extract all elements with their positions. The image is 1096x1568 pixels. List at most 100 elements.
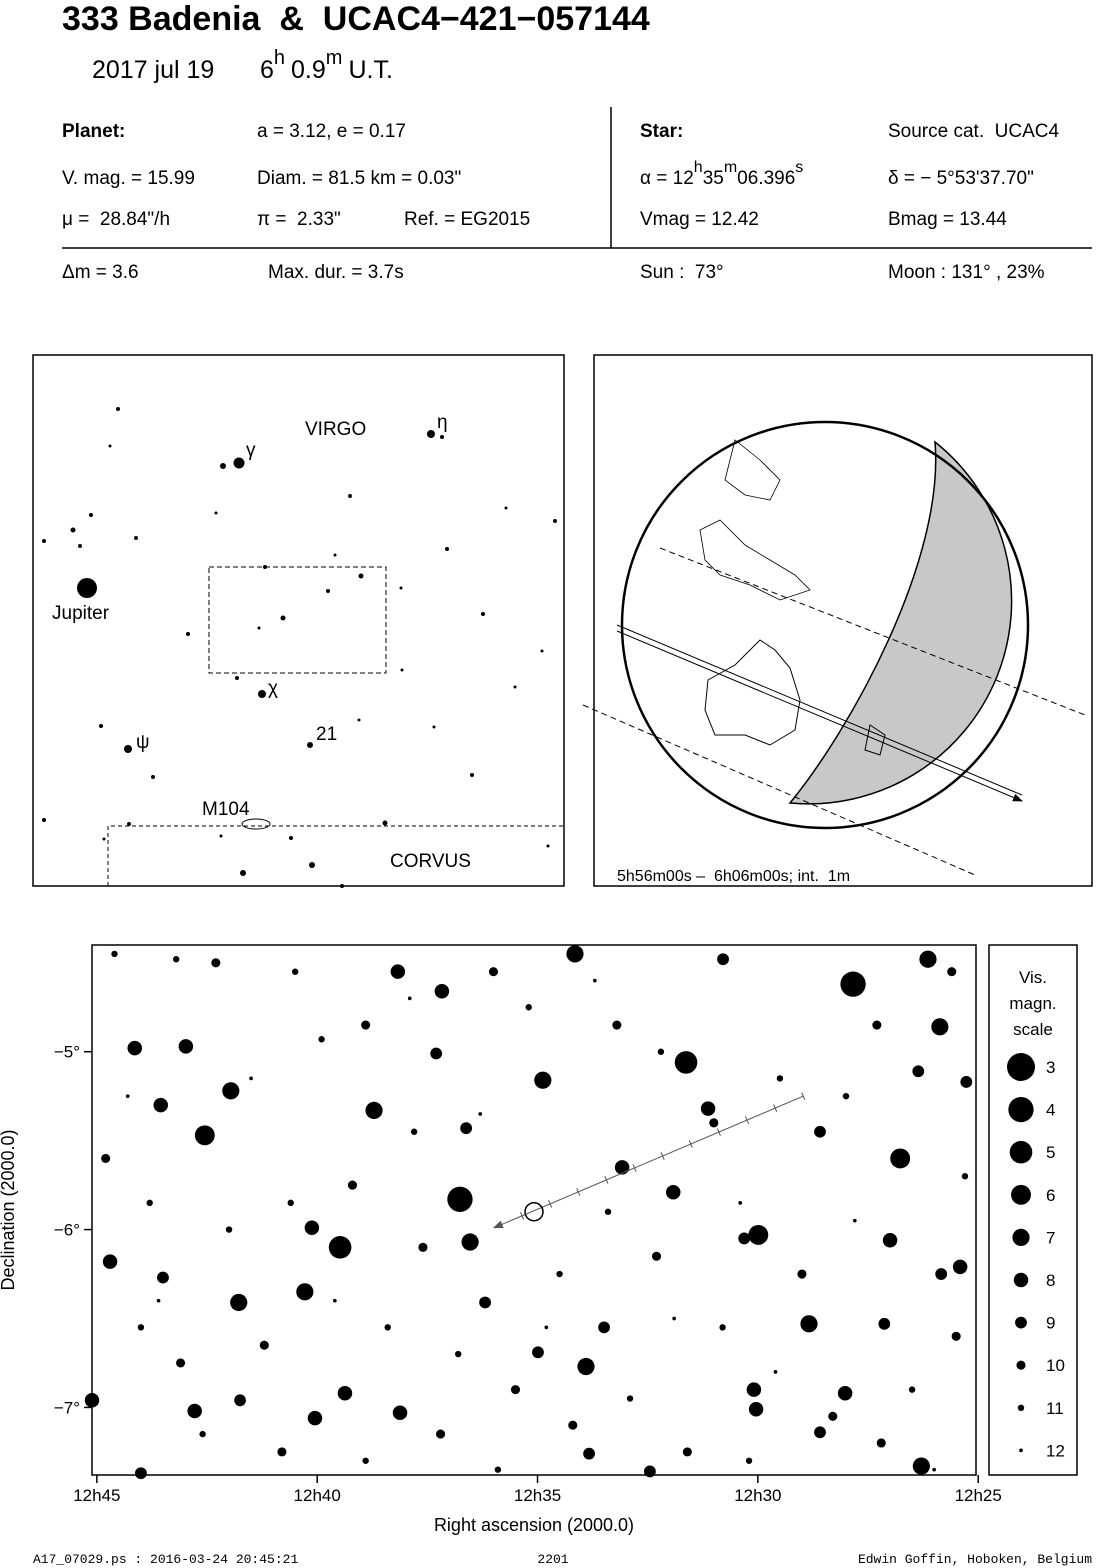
star [392, 1405, 408, 1421]
star [127, 1040, 142, 1056]
legend-label: 5 [1046, 1143, 1055, 1162]
title: 333 Badenia & UCAC4−421−057144 [62, 0, 650, 38]
source: Source cat. UCAC4 [888, 121, 1059, 142]
star [461, 1233, 479, 1251]
orbit: a = 3.12, e = 0.17 [257, 121, 406, 142]
finder-star [307, 742, 313, 748]
star [347, 1180, 357, 1190]
star [156, 1298, 161, 1303]
finder-label: η [437, 412, 448, 433]
star [111, 950, 118, 958]
globe-frame [593, 354, 1093, 887]
star [842, 1092, 850, 1100]
star [882, 1232, 898, 1248]
finder-label: Jupiter [52, 603, 110, 624]
star [719, 1324, 726, 1331]
finder-star [151, 775, 155, 779]
track-tick [716, 1128, 721, 1136]
star [199, 1430, 206, 1438]
finder-star [108, 444, 112, 448]
hours: 6 [260, 56, 274, 84]
field-box [208, 566, 387, 674]
chart-frame [91, 944, 977, 1476]
finder-star [333, 553, 337, 557]
star [211, 958, 221, 968]
finder-star [546, 844, 550, 848]
australia [704, 639, 801, 746]
alpha-m: 35 [703, 168, 724, 189]
star [384, 1324, 391, 1331]
alpha-h: α = 12 [640, 168, 694, 189]
legend-dot [1007, 1053, 1035, 1081]
date: 2017 jul 19 [92, 56, 214, 84]
finder-star [116, 407, 120, 411]
star [102, 1254, 118, 1269]
finder-star [445, 547, 449, 551]
night-side [788, 440, 1013, 805]
sun: Sun : 73° [640, 262, 724, 283]
star [410, 1128, 418, 1135]
legend-dot [1017, 1404, 1025, 1412]
star [84, 1393, 100, 1408]
finder-star [70, 527, 76, 533]
finder-stars [42, 407, 557, 888]
star [146, 1199, 153, 1207]
maxdur: Max. dur. = 3.7s [268, 262, 404, 283]
finder-star [326, 589, 330, 593]
star [544, 1325, 549, 1330]
legend-dot [1012, 1228, 1030, 1246]
star [455, 1350, 462, 1358]
central-line [616, 624, 1023, 796]
star [568, 1420, 578, 1430]
finder-star [553, 519, 557, 523]
finder-star [257, 626, 261, 630]
star [434, 983, 450, 999]
star [746, 1382, 762, 1397]
finder-star [470, 773, 474, 777]
star [960, 1076, 973, 1088]
finder-frame [32, 354, 565, 887]
star [478, 1112, 483, 1116]
x-tick-label: 12h40 [294, 1486, 341, 1505]
star [961, 1173, 969, 1180]
alpha: α = 12h35m06.396s [640, 159, 803, 189]
star [277, 1447, 287, 1457]
star [259, 1340, 269, 1350]
finder-star [504, 506, 508, 510]
star [931, 1018, 949, 1036]
finder-star [42, 818, 46, 822]
unit: s [795, 159, 803, 176]
star [494, 1466, 502, 1473]
moon: Moon : 131° , 23% [888, 262, 1045, 283]
star [700, 1101, 716, 1116]
star [745, 1457, 753, 1464]
target-star [524, 1202, 544, 1222]
finder-label: VIRGO [305, 419, 366, 440]
track-tick [604, 1176, 609, 1184]
star [176, 1358, 186, 1368]
unit: h [694, 159, 703, 176]
star [556, 1270, 563, 1278]
ref: Ref. = EG2015 [404, 209, 530, 230]
star [447, 1186, 473, 1212]
star [135, 1467, 147, 1480]
star [361, 1020, 371, 1030]
central-line [616, 630, 1023, 802]
finder-label: 21 [316, 724, 337, 745]
ut: U.T. [348, 56, 392, 84]
finder-star [220, 463, 226, 469]
star [222, 1082, 240, 1100]
finder-chart: VIRGO η γ Jupiter χ ψ 21 M104 CORVUS [32, 354, 565, 888]
track-tick [744, 1116, 750, 1124]
finder-star [102, 837, 106, 841]
asteroid-track [492, 1095, 804, 1229]
star [187, 1403, 202, 1419]
star [952, 1259, 968, 1275]
star [488, 967, 499, 977]
unit: m [724, 159, 737, 176]
star [592, 978, 597, 983]
star [614, 1160, 630, 1175]
star [935, 1268, 948, 1280]
info-table: Planet: a = 3.12, e = 0.17 Star: Source … [62, 107, 1092, 283]
